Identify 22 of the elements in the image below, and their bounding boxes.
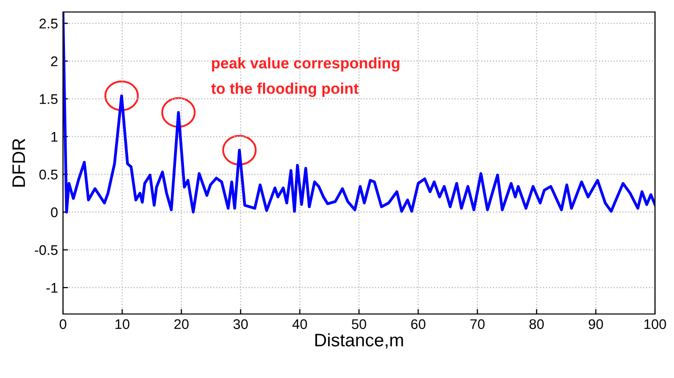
y-tick-label: 1.5 bbox=[40, 94, 58, 104]
y-tick-label: 2.5 bbox=[40, 18, 58, 28]
y-tick-label: 1 bbox=[51, 132, 58, 142]
x-tick-label: 30 bbox=[233, 319, 248, 330]
x-tick-label: 100 bbox=[644, 319, 666, 330]
x-axis-title: Distance,m bbox=[315, 333, 403, 349]
x-tick-label: 50 bbox=[352, 319, 366, 330]
x-tick-label: 80 bbox=[529, 319, 544, 330]
x-tick-label: 90 bbox=[588, 319, 603, 330]
x-tick-label: 10 bbox=[116, 319, 130, 330]
x-tick-label: 60 bbox=[411, 319, 426, 330]
y-tick-label: 0 bbox=[50, 207, 58, 218]
x-tick-label: 40 bbox=[292, 319, 307, 330]
x-tick-label: 70 bbox=[470, 319, 485, 330]
x-tick-label: 20 bbox=[174, 319, 189, 330]
y-tick-label: 0.5 bbox=[39, 170, 58, 180]
y-tick-label: -1 bbox=[46, 283, 58, 293]
y-tick-label: 2 bbox=[51, 56, 58, 66]
y-tick-label: -0.5 bbox=[34, 245, 58, 255]
y-axis-title: DFDR bbox=[12, 138, 25, 187]
x-tick-label: 0 bbox=[60, 319, 66, 330]
annotation: peak value corresponding to the flooding point bbox=[211, 57, 400, 97]
